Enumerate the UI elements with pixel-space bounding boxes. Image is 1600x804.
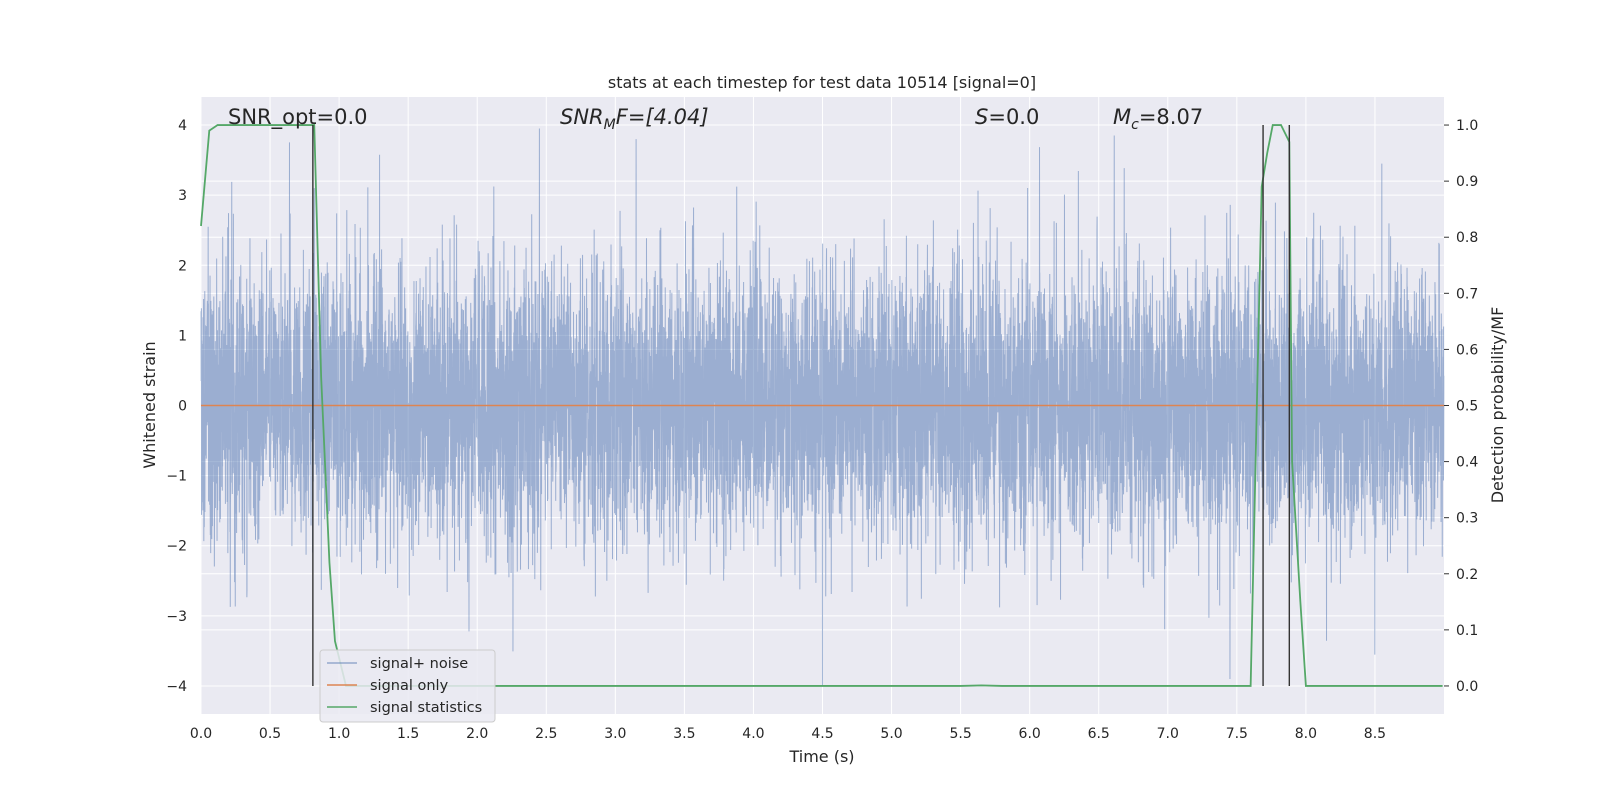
x-tick-label: 2.0: [466, 726, 488, 742]
y-tick-label: 1: [178, 328, 187, 344]
noise-series: [200, 128, 1445, 686]
y-right-tick-label: 1.0: [1456, 118, 1478, 134]
x-tick-label: 7.0: [1157, 726, 1179, 742]
x-tick-label: 2.5: [535, 726, 557, 742]
annotation-snr-mf-sub: M: [604, 117, 616, 133]
annotation-snr-mf-rest: F=[4.04]: [616, 105, 709, 129]
y-right-tick-label: 0.8: [1456, 230, 1478, 246]
y-tick-label: −2: [166, 539, 187, 555]
y-axis-label: Whitened strain: [140, 341, 159, 468]
y-tick-label: −3: [166, 609, 187, 625]
series-signal-statistics: [200, 124, 1443, 687]
y-right-tick-label: 0.4: [1456, 455, 1478, 471]
x-tick-label: 0.0: [190, 726, 212, 742]
y-right-tick-label: 0.6: [1456, 342, 1478, 358]
annotation-s: S=0.0: [975, 105, 1039, 129]
x-tick-label: 4.5: [811, 726, 833, 742]
x-tick-label: 8.5: [1364, 726, 1386, 742]
y-tick-label: −4: [166, 679, 187, 695]
x-tick-label: 5.0: [880, 726, 902, 742]
x-tick-label: 6.5: [1088, 726, 1110, 742]
x-tick-label: 5.5: [949, 726, 971, 742]
legend-label-signal-statistics: signal statistics: [370, 700, 482, 716]
annotation-snr-mf-base: SNR: [560, 105, 604, 129]
x-tick-label: 3.0: [604, 726, 626, 742]
annotation-snr-opt: SNR_opt=0.0: [228, 105, 368, 130]
annotation-mc: Mc=8.07: [1113, 105, 1203, 133]
legend-box: [319, 649, 496, 723]
legend: signal+ noise signal only signal statist…: [319, 649, 496, 723]
x-tick-label: 7.5: [1226, 726, 1248, 742]
x-tick-label: 1.5: [397, 726, 419, 742]
x-tick-label: 8.0: [1295, 726, 1317, 742]
x-axis-label: Time (s): [788, 747, 854, 766]
y-right-tick-label: 0.7: [1456, 286, 1478, 302]
x-tick-label: 0.5: [259, 726, 281, 742]
annotation-s-rest: =0.0: [988, 105, 1039, 129]
y-tick-label: −1: [166, 469, 187, 485]
y-right-tick-label: 0.2: [1456, 567, 1478, 583]
y-right-tick-label: 0.5: [1456, 399, 1478, 415]
y-tick-label: 4: [178, 118, 187, 134]
annotation-mc-rest: =8.07: [1139, 105, 1203, 129]
x-tick-label: 1.0: [328, 726, 350, 742]
annotation-mc-sub: c: [1131, 117, 1139, 133]
legend-label-signal-only: signal only: [370, 678, 449, 694]
line-series-layer: [200, 124, 1444, 687]
y-right-tick-label: 0.0: [1456, 679, 1478, 695]
y-right-tick-label: 0.9: [1456, 174, 1478, 190]
x-tick-label: 3.5: [673, 726, 695, 742]
chart-title: stats at each timestep for test data 105…: [608, 73, 1036, 92]
y-right-axis-label: Detection probability/MF: [1488, 307, 1507, 504]
tick-labels: 0.0 0.5 1.0 1.5 2.0 2.5 3.0 3.5 4.0 4.5 5.0 5.5 6.0 6…: [166, 118, 1478, 742]
y-tick-label: 0: [178, 399, 187, 415]
annotation-snr-mf: SNRMF=[4.04]: [560, 105, 709, 133]
series-signal-noise: [200, 128, 1445, 686]
y-tick-label: 3: [178, 188, 187, 204]
x-tick-label: 6.0: [1019, 726, 1041, 742]
annotation-mc-var: M: [1113, 105, 1131, 129]
y-tick-label: 2: [178, 258, 187, 274]
y-right-tick-label: 0.3: [1456, 511, 1478, 527]
vertical-markers: [312, 125, 1291, 686]
x-tick-label: 4.0: [742, 726, 764, 742]
legend-label-signal-noise: signal+ noise: [370, 656, 468, 672]
annotation-s-var: S: [975, 105, 988, 129]
y-right-tick-label: 0.1: [1456, 623, 1478, 639]
